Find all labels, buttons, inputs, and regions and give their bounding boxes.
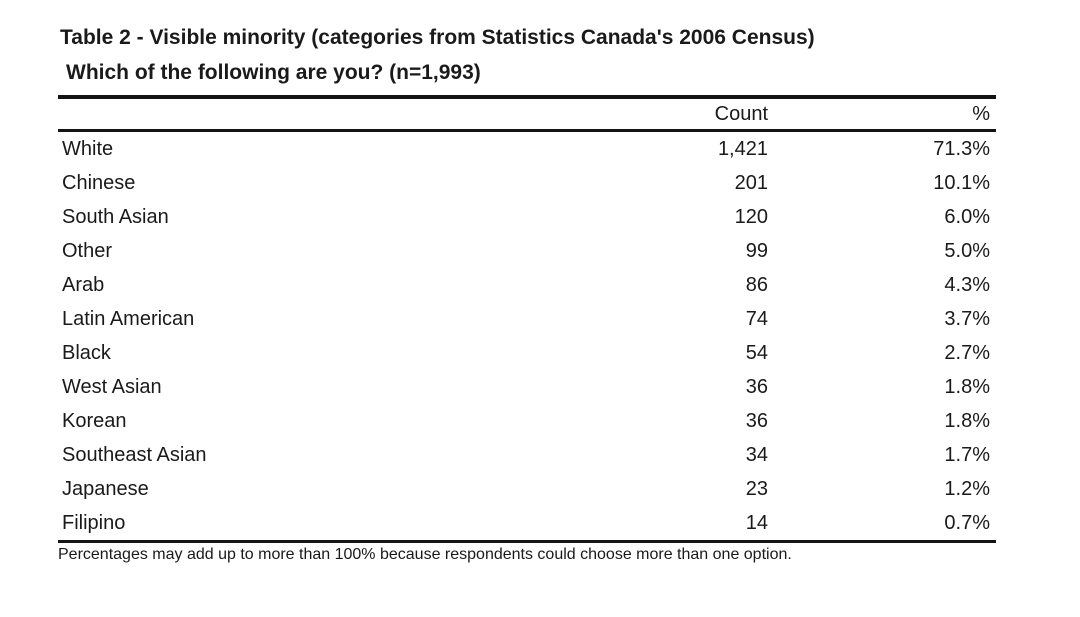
table-row: Japanese 23 1.2% — [58, 472, 996, 506]
count-cell: 201 — [734, 171, 768, 194]
percent-cell: 1.7% — [944, 443, 990, 466]
table-row: White 1,421 71.3% — [58, 131, 996, 167]
category-cell: West Asian — [62, 375, 162, 398]
percent-cell: 0.7% — [944, 511, 990, 534]
count-cell: 74 — [745, 307, 768, 330]
percent-cell: 10.1% — [933, 171, 990, 194]
count-cell: 36 — [745, 375, 768, 398]
count-cell: 14 — [745, 511, 768, 534]
table-subtitle: Which of the following are you? (n=1,993… — [66, 61, 481, 84]
count-cell: 54 — [745, 341, 768, 364]
table-row: West Asian 36 1.8% — [58, 370, 996, 404]
table-footnote: Percentages may add up to more than 100%… — [58, 546, 792, 563]
count-cell: 36 — [745, 409, 768, 432]
category-cell: Other — [62, 239, 113, 262]
category-cell: Chinese — [62, 171, 136, 194]
percent-cell: 1.8% — [944, 409, 990, 432]
percent-cell: 4.3% — [944, 273, 990, 296]
table-row: Filipino 14 0.7% — [58, 506, 996, 542]
category-cell: Korean — [62, 409, 127, 432]
category-cell: Black — [62, 341, 111, 364]
count-cell: 1,421 — [717, 137, 768, 160]
count-cell: 34 — [745, 443, 768, 466]
percent-cell: 2.7% — [944, 341, 990, 364]
category-cell: Arab — [62, 273, 105, 296]
column-header-count: Count — [608, 97, 768, 132]
table-row: South Asian 120 6.0% — [58, 200, 996, 234]
category-cell: Filipino — [62, 511, 126, 534]
table-row: Arab 86 4.3% — [58, 268, 996, 302]
category-cell: Japanese — [62, 477, 149, 500]
table-row: Latin American 74 3.7% — [58, 302, 996, 336]
percent-cell: 6.0% — [944, 205, 990, 228]
category-cell: White — [62, 137, 114, 160]
percent-cell: 5.0% — [944, 239, 990, 262]
table-title: Table 2 - Visible minority (categories f… — [60, 26, 815, 49]
percent-cell: 71.3% — [933, 137, 990, 160]
table-row: Korean 36 1.8% — [58, 404, 996, 438]
count-cell: 86 — [745, 273, 768, 296]
percent-cell: 1.8% — [944, 375, 990, 398]
column-header-percent: % — [768, 97, 996, 132]
table-header-row: Count % — [58, 97, 996, 132]
category-cell: Latin American — [62, 307, 195, 330]
percent-cell: 1.2% — [944, 477, 990, 500]
column-header-category — [58, 97, 608, 132]
category-cell: Southeast Asian — [62, 443, 207, 466]
percent-cell: 3.7% — [944, 307, 990, 330]
category-cell: South Asian — [62, 205, 169, 228]
count-cell: 23 — [745, 477, 768, 500]
table-row: Southeast Asian 34 1.7% — [58, 438, 996, 472]
table-row: Black 54 2.7% — [58, 336, 996, 370]
visible-minority-table: Count % White 1,421 71.3% Chinese 201 10… — [58, 95, 996, 543]
table-row: Other 99 5.0% — [58, 234, 996, 268]
count-cell: 99 — [745, 239, 768, 262]
table-row: Chinese 201 10.1% — [58, 166, 996, 200]
count-cell: 120 — [734, 205, 768, 228]
